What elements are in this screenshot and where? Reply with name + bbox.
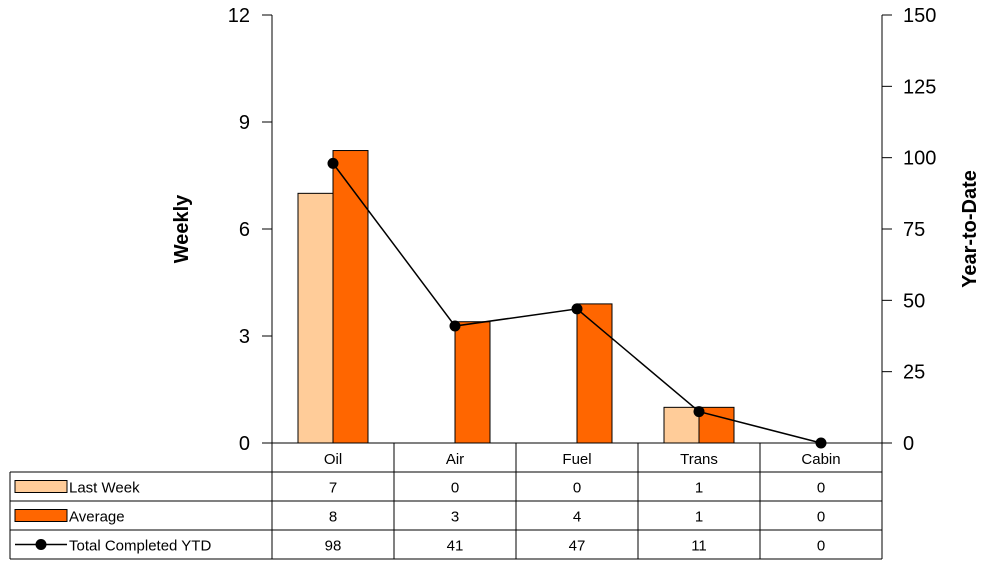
bar-last-week-oil [297,192,334,444]
left-tick-label: 12 [228,5,250,27]
table-cell-average-air: 3 [451,509,459,526]
left-tick-label: 0 [239,433,250,455]
table-cell-last-week-air: 0 [451,480,459,497]
bar-average-oil [332,150,369,444]
data-table: Oil Air Fuel Trans Cabin Last Week 7 0 0 1 0 Averag… [9,443,883,560]
right-axis: 0 25 50 75 100 125 150 [882,5,936,455]
y-axis-title: Weekly [171,194,193,263]
point-total-completed-ytd-trans [693,406,705,418]
category-label-cabin: Cabin [801,451,840,468]
left-axis: 0 3 6 9 12 [228,5,272,455]
left-tick-label: 6 [239,219,250,241]
legend-label-average: Average [69,509,125,526]
right-tick-label: 125 [903,76,936,98]
point-total-completed-ytd-cabin [815,437,827,449]
table-cell-last-week-oil: 7 [329,480,337,497]
legend-key-average [14,509,68,522]
ytd-line-series [327,157,827,449]
table-cell-total-completed-ytd-cabin: 0 [817,538,825,555]
legend-label-total-completed-ytd: Total Completed YTD [69,538,211,555]
left-tick-label: 9 [239,112,250,134]
bar-average-air [454,321,491,444]
category-label-oil: Oil [324,451,342,468]
bars [297,150,735,444]
table-cell-average-cabin: 0 [817,509,825,526]
category-label-air: Air [446,451,464,468]
right-tick-label: 100 [903,148,936,170]
right-tick-label: 25 [903,362,925,384]
legend-label-last-week: Last Week [69,480,140,497]
table-cell-total-completed-ytd-trans: 11 [691,538,707,555]
right-tick-label: 75 [903,219,925,241]
table-cell-total-completed-ytd-fuel: 47 [569,538,586,555]
table-cell-last-week-fuel: 0 [573,480,581,497]
legend-key-last-week [14,480,68,493]
left-tick-label: 3 [239,326,250,348]
table-cell-total-completed-ytd-air: 41 [447,538,464,555]
table-cell-average-trans: 1 [695,509,703,526]
legend-key-marker-total-completed-ytd [35,539,47,550]
table-cell-total-completed-ytd-oil: 98 [325,538,342,555]
table-cell-average-fuel: 4 [573,509,581,526]
table-cell-average-oil: 8 [329,509,337,526]
right-tick-label: 0 [903,433,914,455]
table-cell-last-week-trans: 1 [695,480,703,497]
y2-axis-title: Year-to-Date [959,170,981,288]
point-total-completed-ytd-fuel [571,303,583,315]
category-label-trans: Trans [680,451,718,468]
bar-average-fuel [576,303,613,444]
bar-average-trans [698,406,735,444]
category-label-fuel: Fuel [562,451,591,468]
right-tick-label: 50 [903,290,925,312]
bar-last-week-trans [663,406,700,444]
point-total-completed-ytd-air [449,320,461,332]
right-tick-label: 150 [903,5,936,27]
point-total-completed-ytd-oil [327,157,339,169]
table-cell-last-week-cabin: 0 [817,480,825,497]
